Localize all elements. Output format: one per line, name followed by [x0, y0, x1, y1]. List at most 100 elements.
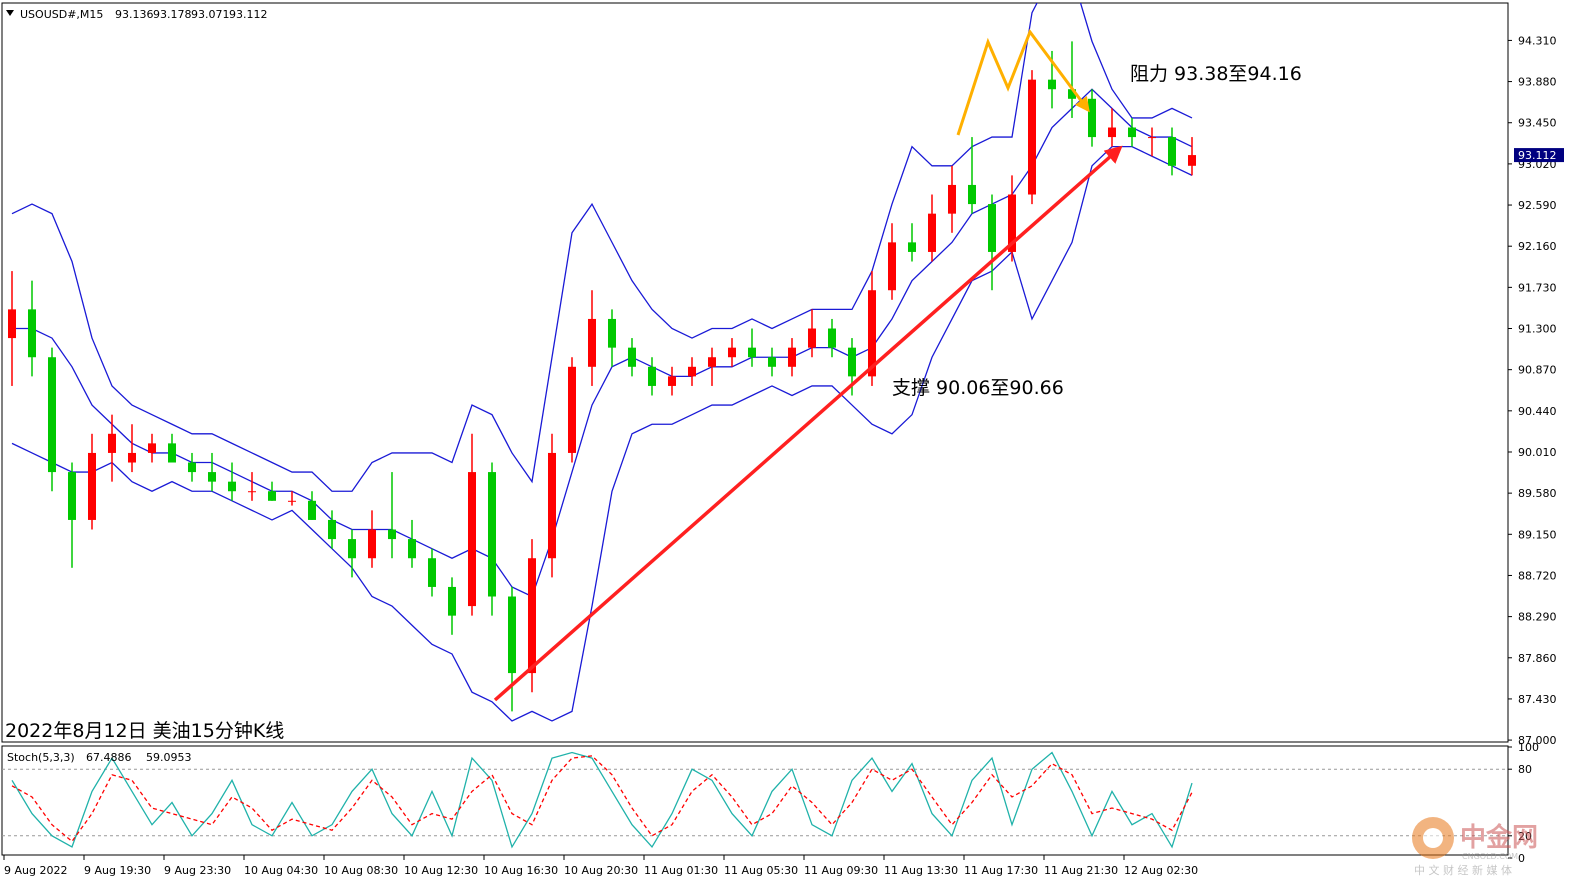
bollinger-upper	[11, 3, 1193, 492]
candle-body	[928, 213, 936, 252]
candle-body	[288, 500, 296, 502]
x-tick-label: 11 Aug 01:30	[644, 864, 718, 877]
y-tick-label: 89.580	[1518, 487, 1557, 500]
stoch-line	[11, 755, 1193, 843]
x-tick-label: 9 Aug 19:30	[84, 864, 151, 877]
candle-body	[128, 452, 136, 463]
candle-body	[168, 443, 176, 463]
y-tick-label: 93.880	[1518, 76, 1557, 89]
y-tick-label: 90.870	[1518, 364, 1557, 377]
y-tick-label: 90.440	[1518, 405, 1557, 418]
y-tick-label: 87.000	[1518, 734, 1557, 747]
watermark-logo: 中金网	[1460, 822, 1538, 853]
candle-body	[1088, 98, 1096, 138]
candle-body	[28, 309, 36, 358]
y-tick-label: 90.010	[1518, 446, 1557, 459]
x-tick-label: 10 Aug 04:30	[244, 864, 318, 877]
candle-body	[88, 452, 96, 520]
candle-body	[448, 586, 456, 616]
candle-body	[148, 443, 156, 453]
stoch-y-tick-label: 20	[1518, 830, 1532, 843]
symbol: USOUSD#,M15	[20, 8, 103, 21]
pattern-arrows	[956, 28, 1090, 136]
x-tick-label: 11 Aug 21:30	[1044, 864, 1118, 877]
price-tag-label: 93.112	[1518, 149, 1557, 162]
candle-body	[568, 366, 576, 453]
watermark: 中金网 CNGOLD.COM 中 文 财 经 新 媒 体	[1412, 817, 1538, 877]
candle-body	[388, 529, 396, 540]
x-tick-label: 9 Aug 23:30	[164, 864, 231, 877]
candle-body	[608, 318, 616, 348]
y-tick-label: 91.730	[1518, 281, 1557, 294]
candle-body	[308, 500, 316, 520]
candle-body	[1188, 155, 1196, 166]
candle-body	[588, 318, 596, 367]
candle-body	[848, 347, 856, 377]
stoch-line	[11, 751, 1193, 849]
menu-triangle	[6, 10, 14, 16]
x-tick-label: 11 Aug 17:30	[964, 864, 1038, 877]
candle-body	[108, 433, 116, 453]
x-tick-label: 11 Aug 05:30	[724, 864, 798, 877]
candle-body	[988, 204, 996, 252]
x-tick-label: 10 Aug 20:30	[564, 864, 638, 877]
bollinger-lower	[11, 146, 1193, 722]
support-note: 支撑 90.06至90.66	[892, 377, 1064, 399]
candle-body	[488, 472, 496, 597]
candle-body	[228, 481, 236, 492]
watermark-site: CNGOLD.COM	[1462, 852, 1518, 861]
candle-body	[428, 558, 436, 587]
y-tick-label: 93.450	[1518, 117, 1557, 130]
stoch-y-tick-label: 100	[1518, 741, 1539, 754]
stoch-frame	[1, 745, 1509, 856]
candle-body	[948, 184, 956, 214]
stoch-y-tick-label: 80	[1518, 763, 1532, 776]
stoch-main-value: 67.4886	[86, 751, 132, 764]
y-tick-label: 92.160	[1518, 240, 1557, 253]
candle-body	[548, 452, 556, 559]
candle-body	[528, 558, 536, 674]
stoch-y-tick-label: 0	[1518, 852, 1525, 865]
ohlc-open: 93.136	[115, 8, 154, 21]
y-tick-label: 88.290	[1518, 611, 1557, 624]
candle-body	[188, 462, 196, 473]
candle-body	[1148, 137, 1156, 139]
candle-body	[708, 357, 716, 367]
candle-body	[1008, 194, 1016, 252]
candle-body	[408, 539, 416, 559]
x-tick-label: 9 Aug 2022	[4, 864, 67, 877]
candle-body	[728, 347, 736, 358]
candle-body	[648, 366, 656, 386]
y-tick-label: 92.590	[1518, 199, 1557, 212]
candle-body	[348, 539, 356, 559]
candle-body	[1068, 89, 1076, 99]
stoch-signal-value: 59.0953	[146, 751, 192, 764]
candle-body	[508, 596, 516, 674]
candle-body	[8, 309, 16, 339]
candle-body	[868, 290, 876, 377]
candle-body	[1048, 79, 1056, 90]
y-tick-label: 87.860	[1518, 652, 1557, 665]
candle-body	[248, 491, 256, 493]
x-tick-label: 10 Aug 16:30	[484, 864, 558, 877]
ohlc-low: 93.071	[191, 8, 230, 21]
candle-body	[828, 328, 836, 348]
candle-body	[908, 242, 916, 252]
x-tick-label: 11 Aug 13:30	[884, 864, 958, 877]
price-tag	[1514, 148, 1564, 163]
candle-body	[768, 357, 776, 367]
candle-body	[968, 184, 976, 205]
x-tick-label: 10 Aug 08:30	[324, 864, 398, 877]
y-tick-label: 94.310	[1518, 34, 1557, 47]
ohlc-close: 93.112	[229, 8, 268, 21]
candle-body	[888, 242, 896, 291]
y-tick-label: 88.720	[1518, 569, 1557, 582]
x-tick-label: 12 Aug 02:30	[1124, 864, 1198, 877]
candle-body	[468, 472, 476, 607]
candle-body	[628, 347, 636, 367]
caption: 2022年8月12日 美油15分钟K线	[5, 720, 284, 742]
y-tick-label: 87.430	[1518, 693, 1557, 706]
candle-body	[268, 491, 276, 501]
candle-body	[1108, 127, 1116, 138]
